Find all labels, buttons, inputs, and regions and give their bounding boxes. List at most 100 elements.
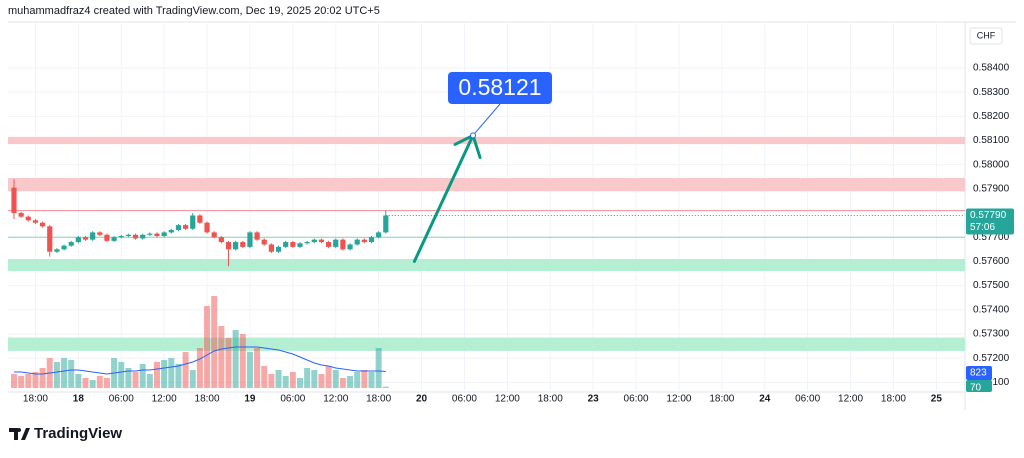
volume-bar [211, 296, 218, 388]
volume-bar [25, 374, 32, 388]
candle-body [247, 232, 253, 247]
volume-bar [232, 330, 239, 388]
volume-bar [11, 374, 17, 388]
candle-body [283, 242, 289, 247]
y-tick-label: 0.57200 [973, 353, 1010, 364]
volume-ma-box [966, 366, 992, 380]
x-tick-label: 25 [931, 394, 943, 405]
candle-body [233, 242, 239, 250]
x-tick-label: 18:00 [709, 394, 734, 405]
y-tick-label: 0.57600 [973, 256, 1010, 267]
volume-bar [332, 370, 339, 388]
volume-bar [139, 364, 146, 388]
candle-body [218, 237, 224, 243]
candle-body [147, 233, 153, 235]
currency[interactable]: CHF [977, 30, 996, 40]
candle-body [168, 229, 174, 233]
y-tick-label: 0.57400 [973, 304, 1010, 315]
x-tick-label: 12:00 [838, 394, 863, 405]
volume-bar [268, 374, 275, 388]
header-caption: muhammadfraz4 created with TradingView.c… [8, 5, 380, 17]
x-tick-label: 12:00 [495, 394, 520, 405]
candle-body [175, 225, 182, 230]
volume-bar [246, 352, 253, 388]
candle-body [275, 246, 282, 252]
candle-body [11, 187, 17, 214]
x-tick-label: 18:00 [195, 394, 220, 405]
candle-body [82, 237, 89, 240]
x-tick-label: 18:00 [538, 394, 563, 405]
candle-body [318, 239, 325, 243]
volume-bar [146, 374, 153, 388]
x-tick-label: 12:00 [666, 394, 691, 405]
candle-body [61, 245, 67, 250]
last-price-box [966, 208, 1014, 235]
y-tick-label: 0.58100 [973, 135, 1010, 146]
x-tick-label: 12:00 [152, 394, 177, 405]
volume-bar [275, 370, 282, 388]
candle-body [154, 233, 160, 237]
y-tick-label: 0.58300 [973, 87, 1010, 98]
volume-bar [297, 378, 303, 388]
candle-body [18, 213, 24, 217]
volume-bar [161, 360, 168, 388]
candle-body [104, 234, 110, 241]
x-tick-label: 18:00 [23, 394, 48, 405]
price-note-label: 0.58121 [458, 74, 541, 100]
price-note-leader [472, 103, 501, 136]
volume-bar [75, 374, 82, 388]
volume-bar [103, 378, 110, 388]
volume-bar [218, 326, 225, 388]
volume-bar [125, 368, 132, 388]
volume-bar [96, 376, 103, 388]
x-tick-label: 06:00 [624, 394, 649, 405]
zone [8, 136, 965, 145]
volume-bar [282, 376, 289, 388]
zone [8, 258, 965, 272]
volume-last-label: 70 [970, 383, 982, 394]
y-tick-label: 0.58400 [973, 63, 1010, 74]
currency-box[interactable] [969, 27, 1003, 45]
volume-bar [239, 334, 246, 388]
candle-body [190, 215, 196, 229]
volume-bar [318, 374, 325, 388]
x-tick-label: 06:00 [795, 394, 820, 405]
x-tick-label: 20 [416, 394, 428, 405]
arrow-shaft [412, 133, 475, 263]
volume-bar [175, 364, 182, 388]
volume-last-box [966, 380, 992, 392]
candle-body [211, 232, 217, 238]
volume-bar [61, 358, 68, 388]
volume-bar [32, 372, 39, 388]
candle-body [368, 237, 375, 243]
candle-body [333, 239, 339, 247]
volume-ma-label: 823 [970, 368, 987, 379]
y-tick-label: 0.57300 [973, 329, 1010, 340]
volume-bar [254, 348, 261, 388]
candle-body [132, 234, 139, 239]
brand-name: TradingView [34, 425, 122, 442]
x-tick-label: 23 [588, 394, 600, 405]
candle-body [183, 225, 189, 229]
y-tick-label: 0.58000 [973, 159, 1010, 170]
candle-body [240, 242, 246, 247]
y-tick-label: 0.58200 [973, 111, 1010, 122]
volume-bar [325, 366, 332, 388]
volume-bar [382, 386, 389, 388]
x-tick-label: 12:00 [323, 394, 348, 405]
x-tick-label: 06:00 [109, 394, 134, 405]
candle-body [225, 242, 232, 250]
candle-body [140, 234, 146, 239]
volume-bar [68, 360, 75, 388]
volume-bar [196, 348, 203, 388]
y-tick-label: 0.57700 [973, 232, 1010, 243]
candle-body [361, 239, 367, 243]
x-tick-label: 24 [759, 394, 771, 405]
candle-body [90, 232, 96, 240]
x-tick-label: 19 [244, 394, 256, 405]
plot-area: 0.58121 [8, 72, 965, 388]
x-tick-label: 06:00 [280, 394, 305, 405]
volume-bar [189, 370, 196, 388]
volume-bar [118, 362, 125, 388]
price-note-box [448, 72, 552, 104]
